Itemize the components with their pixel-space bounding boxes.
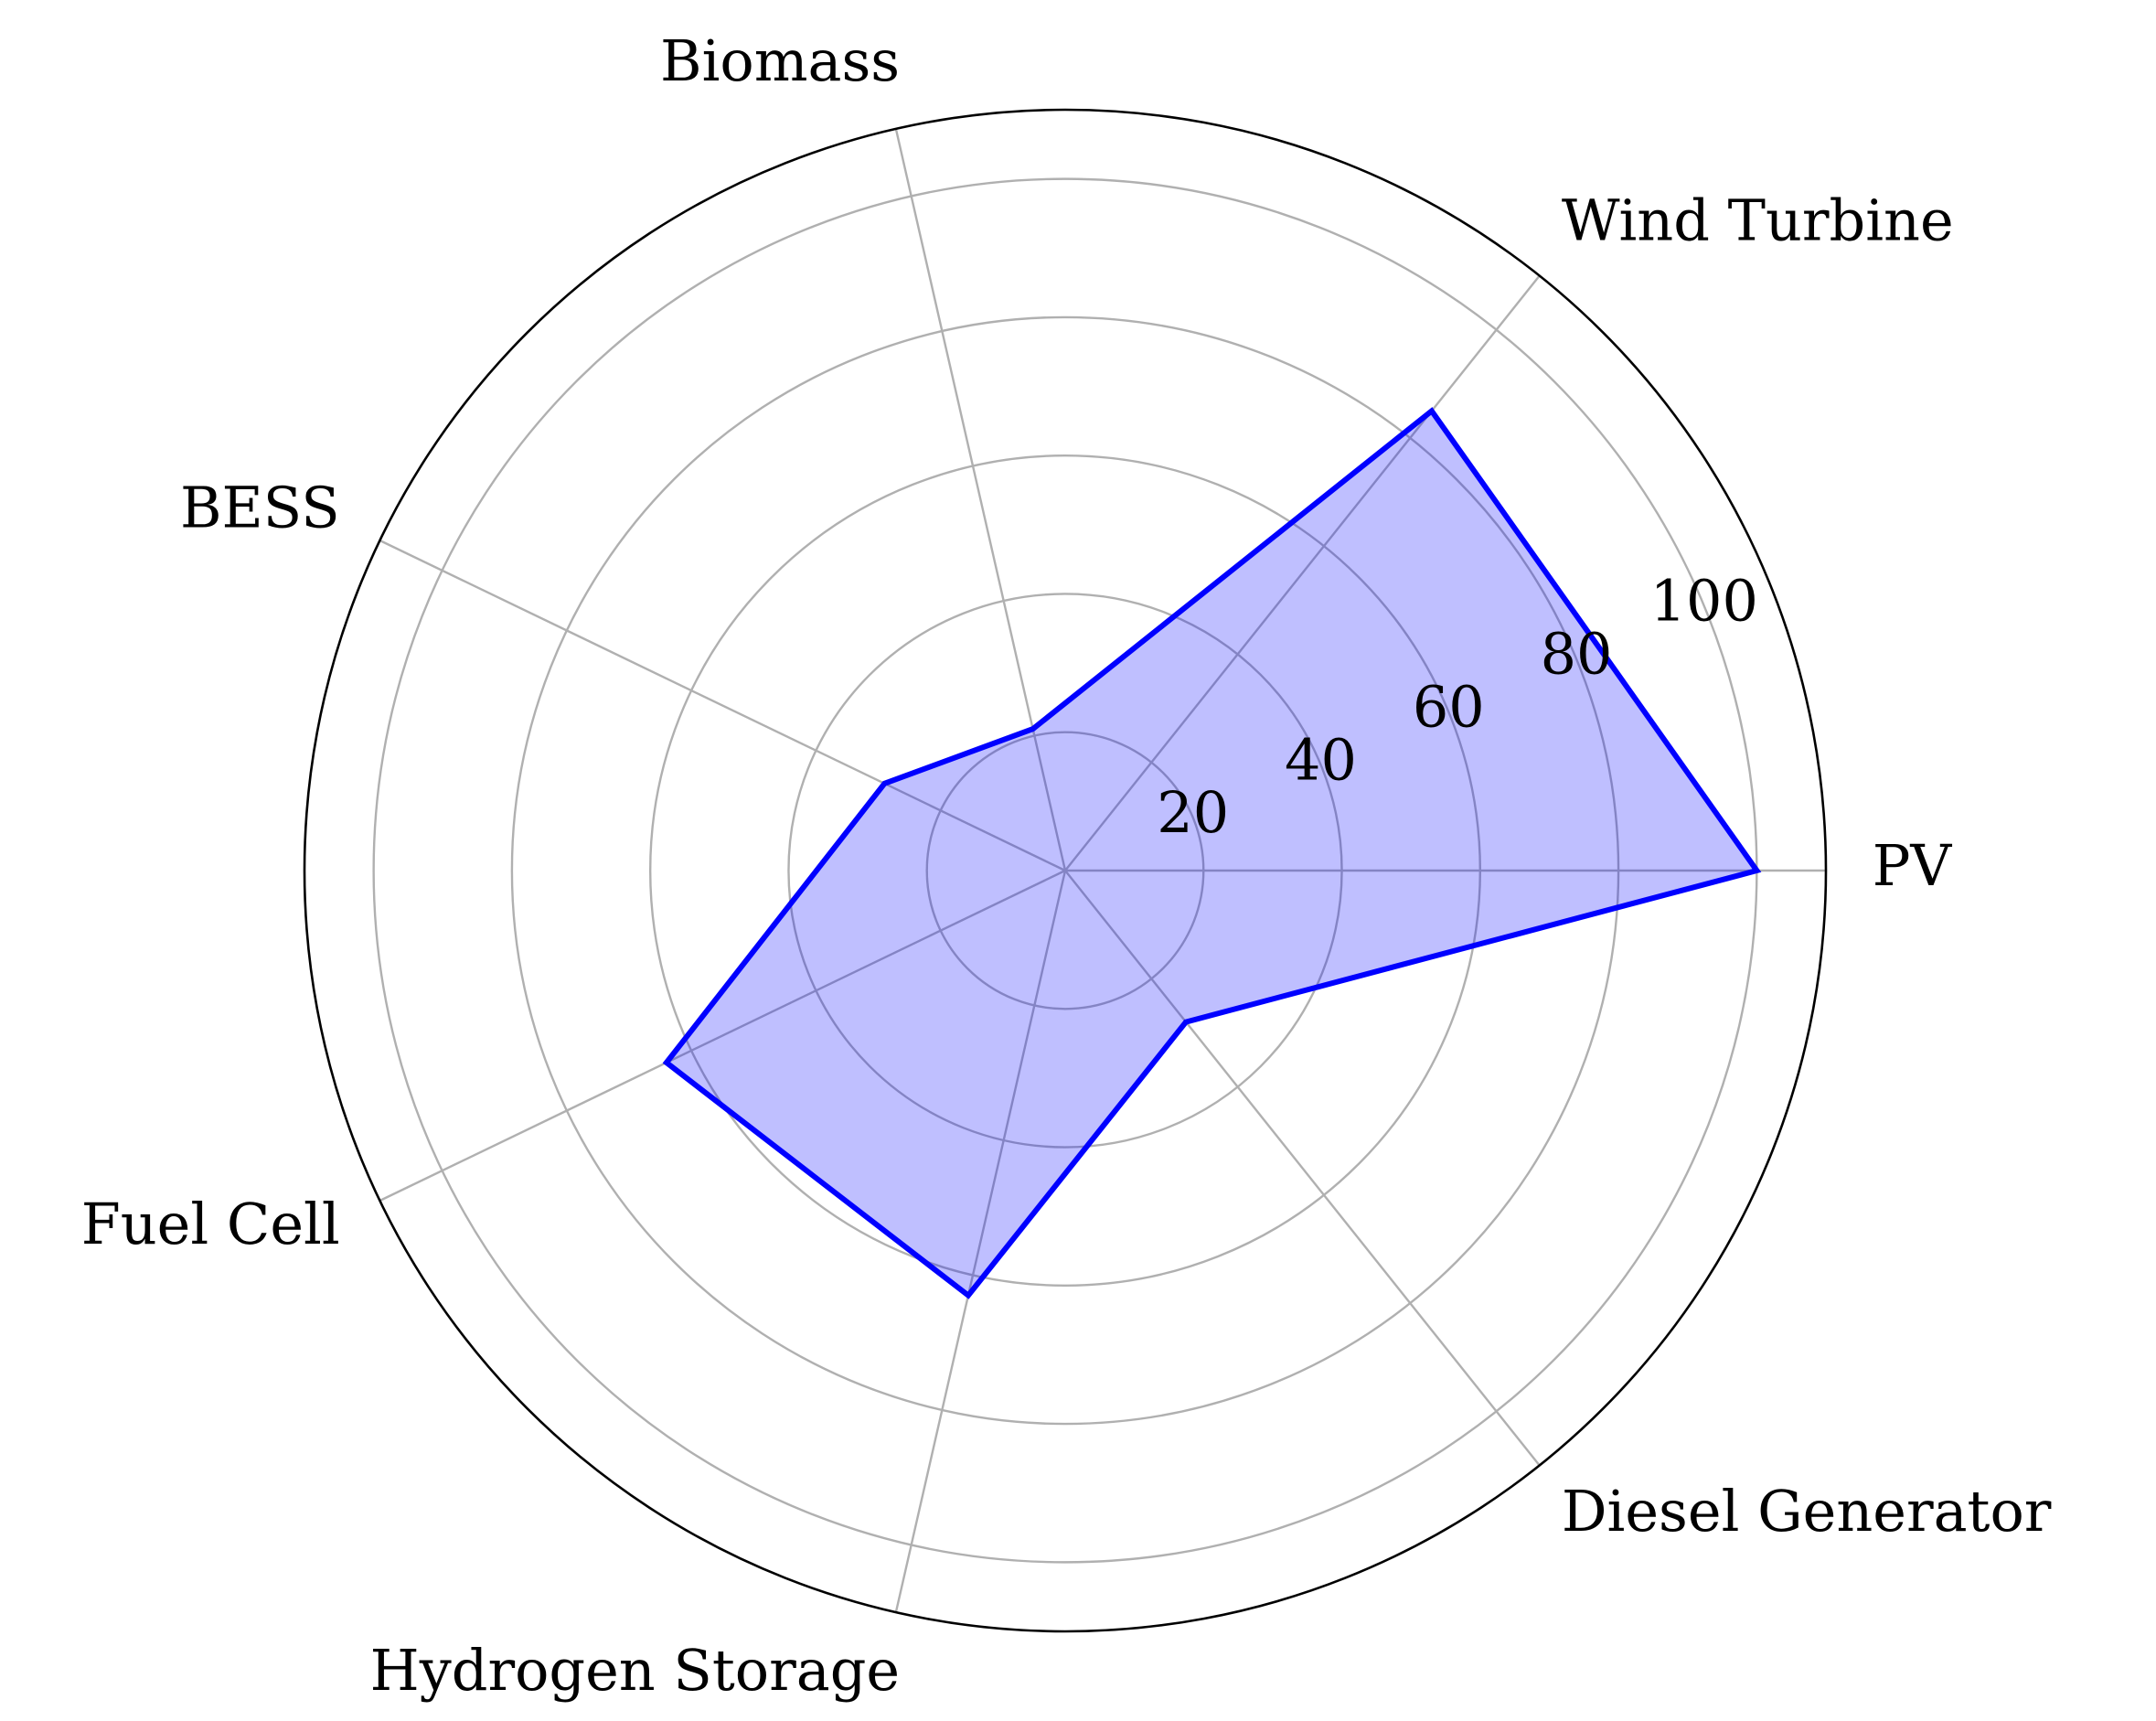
category-label: Diesel Generator xyxy=(1562,1478,2052,1545)
category-label: BESS xyxy=(180,474,340,540)
category-label: PV xyxy=(1873,832,1953,899)
category-label: Biomass xyxy=(660,27,900,94)
category-label: Fuel Cell xyxy=(81,1191,340,1257)
r-tick-label: 100 xyxy=(1650,568,1758,635)
spoke xyxy=(894,870,1067,1613)
r-tick-label: 80 xyxy=(1541,621,1613,688)
spoke xyxy=(379,869,1066,1203)
radar-area xyxy=(662,407,1762,1299)
r-tick-label: 60 xyxy=(1413,673,1485,740)
spoke xyxy=(379,539,1066,872)
outer-circle xyxy=(303,108,1828,1633)
category-label: Wind Turbine xyxy=(1562,187,1954,253)
r-tick-label: 40 xyxy=(1285,726,1357,793)
r-tick-label: 20 xyxy=(1157,779,1229,846)
category-label: Hydrogen Storage xyxy=(370,1637,900,1704)
spoke xyxy=(894,128,1067,871)
spoke xyxy=(1064,274,1541,871)
spoke xyxy=(1064,870,1541,1467)
